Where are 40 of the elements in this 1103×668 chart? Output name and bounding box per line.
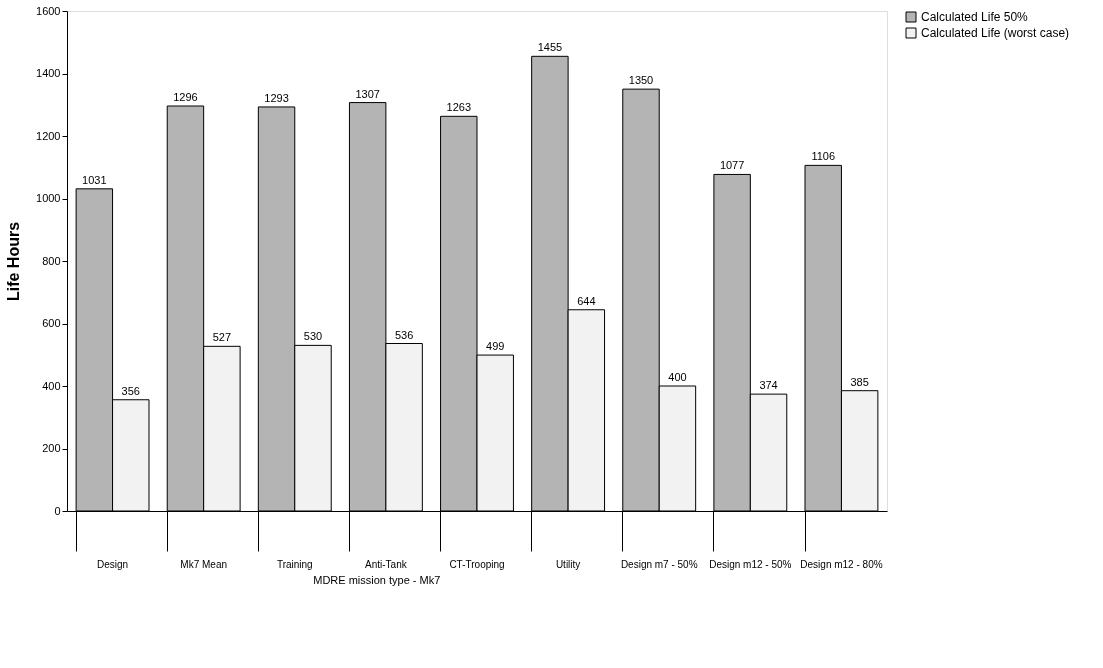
data-label: 527 (212, 331, 232, 344)
x-tick-label: Utility (555, 558, 581, 570)
legend-label: Calculated Life 50% (921, 10, 1029, 24)
y-tick-label: 1600 (36, 4, 61, 17)
data-label: 499 (486, 340, 505, 353)
x-tick-label: Design m12 - 80% (800, 558, 883, 570)
y-tick-label: 1200 (36, 129, 61, 142)
y-tick-label: 400 (42, 379, 61, 392)
data-label: 385 (850, 375, 869, 388)
data-label: 1293 (264, 91, 289, 104)
text: MDRE mission type - Mk7 (313, 574, 441, 586)
y-tick-label: 800 (42, 254, 61, 267)
x-tick-label: Anti-Tank (365, 558, 408, 570)
x-tick-label: CT-Trooping (449, 558, 505, 570)
data-label: 644 (577, 294, 596, 307)
data-label: 1106 (811, 150, 836, 163)
data-label: 1263 (446, 101, 472, 114)
data-label: 374 (759, 379, 778, 392)
data-label: 1307 (355, 87, 380, 100)
data-label: 530 (303, 330, 323, 343)
data-label: 356 (121, 384, 140, 397)
x-tick-label: Design m7 - 50% (620, 558, 698, 570)
data-label: 1296 (173, 91, 198, 103)
data-label: 1350 (628, 74, 654, 87)
y-tick-label: 0 (54, 504, 61, 517)
data-label: 1455 (537, 41, 563, 54)
data-label: 1077 (719, 159, 745, 172)
data-label: 536 (394, 328, 414, 341)
x-tick-label: Training (276, 558, 313, 570)
legend-label: Calculated Life (worst case) (921, 26, 1070, 40)
y-tick-label: 200 (42, 442, 61, 454)
y-tick-label: 1000 (36, 192, 61, 204)
y-tick-label: 1400 (36, 67, 61, 79)
data-label: 400 (668, 371, 687, 383)
y-axis-title: Life Hours (5, 221, 23, 302)
x-tick-label: Mk7 Mean (180, 558, 228, 570)
data-label: 1031 (82, 173, 107, 186)
x-tick-label: Design (96, 558, 129, 570)
x-tick-label: Design m12 - 50% (709, 558, 792, 570)
y-tick-label: 600 (42, 317, 61, 329)
